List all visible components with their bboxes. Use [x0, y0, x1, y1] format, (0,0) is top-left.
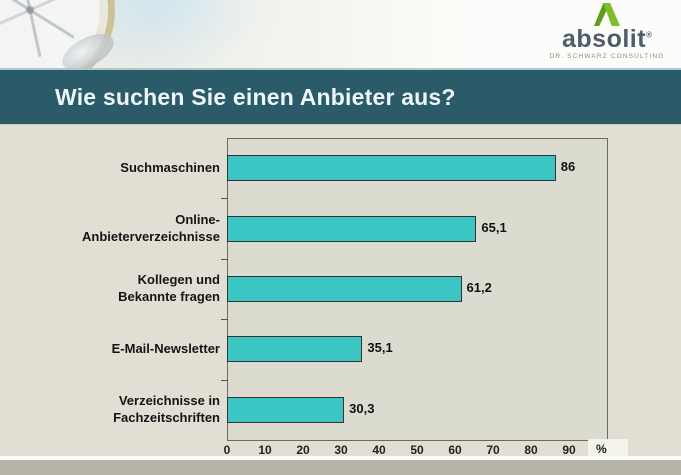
- x-axis-tick-label: 70: [486, 443, 500, 457]
- x-axis-tick-label: 80: [524, 443, 538, 457]
- page-title: Wie suchen Sie einen Anbieter aus?: [55, 83, 456, 110]
- value-label: 61,2: [466, 280, 492, 295]
- value-label: 86: [560, 159, 576, 175]
- photo-fade-overlay: [0, 0, 681, 70]
- y-axis-tick: [221, 319, 228, 321]
- logo-name: absolit: [562, 25, 647, 53]
- logo-wordmark: absolit®: [541, 26, 673, 52]
- bar: [227, 155, 556, 182]
- bar: [227, 396, 345, 423]
- x-axis-tick-label: 90: [562, 443, 576, 457]
- absolit-logo: absolit® DR. SCHWARZ CONSULTING: [541, 3, 673, 60]
- x-axis-tick-label: 10: [258, 443, 272, 457]
- category-label: Online- Anbieterverzeichnisse: [81, 211, 220, 244]
- category-label: Kollegen und Bekannte fragen: [118, 272, 220, 304]
- x-axis-tick-label: 40: [372, 443, 386, 457]
- value-label: 30,3: [349, 400, 375, 416]
- logo-triangle-icon: [594, 3, 620, 26]
- category-label: Verzeichnisse in Fachzeitschriften: [113, 392, 220, 425]
- x-axis-tick-label: 50: [410, 443, 424, 457]
- x-axis-tick-label: 30: [334, 443, 348, 457]
- x-axis-tick-label: 0: [223, 443, 231, 457]
- bar: [227, 336, 363, 363]
- category-label: E-Mail-Newsletter: [111, 340, 220, 356]
- x-axis-tick-label: 20: [296, 443, 310, 457]
- value-label: 35,1: [367, 340, 393, 356]
- x-axis-tick-label: 60: [448, 443, 462, 457]
- percent-label: %: [596, 442, 607, 456]
- registered-mark-icon: ®: [646, 30, 652, 40]
- logo-tagline: DR. SCHWARZ CONSULTING: [549, 53, 665, 61]
- y-axis-tick: [221, 198, 228, 200]
- footer-highlight-line: [0, 456, 681, 460]
- header-band: absolit® DR. SCHWARZ CONSULTING: [0, 0, 681, 70]
- footer-band: [0, 460, 681, 475]
- value-label: 65,1: [481, 219, 507, 235]
- y-axis-tick: [221, 379, 228, 381]
- title-bar: Wie suchen Sie einen Anbieter aus?: [0, 68, 681, 124]
- bar: [227, 215, 477, 242]
- bar: [227, 276, 462, 302]
- category-label: Suchmaschinen: [120, 159, 220, 175]
- unit-label-box: %: [588, 439, 628, 459]
- y-axis-tick: [221, 258, 228, 260]
